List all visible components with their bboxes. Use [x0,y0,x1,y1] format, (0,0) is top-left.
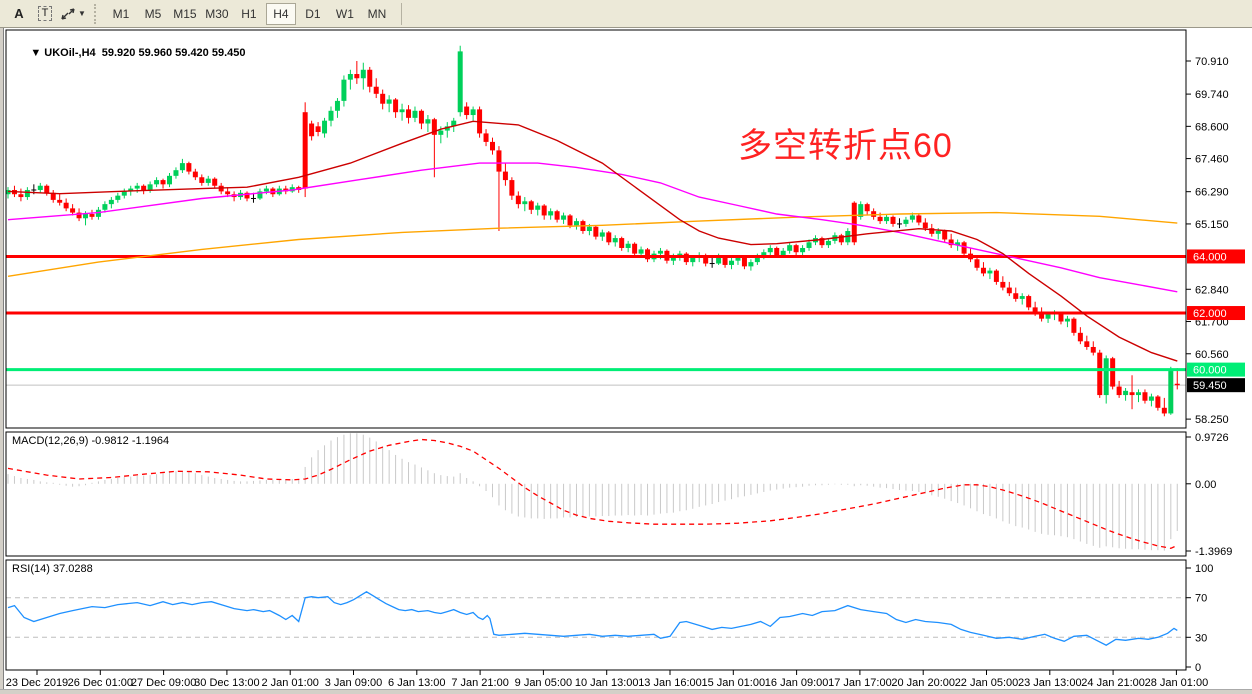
svg-text:30: 30 [1195,632,1207,644]
timeframe-button-M5[interactable]: M5 [144,6,162,21]
chart-window: 70.910 69.740 68.600 67.460 66.290 65.150 62.8… [0,28,1252,694]
axis-badge-60.000: 60.000 [1187,362,1245,377]
svg-text:0.00: 0.00 [1195,479,1216,491]
svg-text:23 Dec 2019: 23 Dec 2019 [6,677,68,689]
svg-text:-1.3969: -1.3969 [1195,546,1232,558]
svg-text:13 Jan 16:00: 13 Jan 16:00 [638,677,702,689]
toolbar-separator [400,2,402,25]
svg-text:7 Jan 21:00: 7 Jan 21:00 [451,677,509,689]
symbol-ohlc-text: UKOil-,H4 59.920 59.960 59.420 59.450 [44,47,246,59]
svg-text:70.910: 70.910 [1195,56,1229,68]
svg-text:58.250: 58.250 [1195,414,1229,426]
macd-pane [5,431,1187,557]
svg-text:0.9726: 0.9726 [1195,432,1229,444]
svg-text:3 Jan 09:00: 3 Jan 09:00 [325,677,383,689]
svg-text:9 Jan 05:00: 9 Jan 05:00 [515,677,573,689]
svg-text:69.740: 69.740 [1195,89,1229,101]
svg-text:16 Jan 09:00: 16 Jan 09:00 [765,677,829,689]
macd-indicator-label: MACD(12,26,9) -0.9812 -1.1964 [12,435,170,447]
macd-pane-border [5,431,1187,557]
ma-magenta [7,162,1178,293]
macd-signal-line [7,438,1178,549]
svg-text:70: 70 [1195,593,1207,605]
svg-text:22 Jan 05:00: 22 Jan 05:00 [955,677,1019,689]
svg-text:64.000: 64.000 [1193,251,1227,263]
price-axis: 70.910 69.740 68.600 67.460 66.290 65.150 62.8… [1186,56,1245,674]
rsi-line [7,591,1178,646]
cursor-mode-button[interactable]: ▼ [59,3,87,25]
timeframe-button-D1[interactable]: D1 [305,6,321,21]
toolbar-grip-handle[interactable] [93,3,99,24]
axis-badge-64.000: 64.000 [1187,249,1245,264]
svg-text:100: 100 [1195,563,1213,575]
timeframe-button-M30[interactable]: M30 [205,6,229,21]
ma-orange [7,211,1178,277]
axis-badge-current-price: 59.450 [1187,378,1245,393]
ma-red [7,120,1178,362]
svg-text:62.000: 62.000 [1193,308,1227,320]
timeframe-button-MN[interactable]: MN [367,6,387,21]
svg-text:24 Jan 21:00: 24 Jan 21:00 [1081,677,1145,689]
chart-annotation-text: 多空转折点60 [738,127,953,165]
text-tool-icon: T [37,6,53,21]
svg-text:67.460: 67.460 [1195,154,1229,166]
timeframe-button-M15[interactable]: M15 [173,6,197,21]
timeframe-button-M1[interactable]: M1 [112,6,130,21]
axis-badge-62.000: 62.000 [1187,306,1245,321]
svg-text:65.150: 65.150 [1195,219,1229,231]
window-left-edge [0,28,4,694]
timeframe-button-H1[interactable]: H1 [241,6,257,21]
svg-text:0: 0 [1195,662,1201,674]
rsi-indicator-label: RSI(14) 37.0288 [12,563,93,575]
svg-text:66.290: 66.290 [1195,187,1229,199]
pane-backgrounds [6,30,1186,670]
svg-text:15 Jan 01:00: 15 Jan 01:00 [701,677,765,689]
timeframe-button-group: M1 M5 M15 M30 H1 H4 D1 W1 MN [105,2,393,25]
svg-text:60.000: 60.000 [1193,365,1227,377]
svg-text:23 Jan 13:00: 23 Jan 13:00 [1018,677,1082,689]
svg-text:26 Dec 01:00: 26 Dec 01:00 [68,677,133,689]
svg-text:30 Dec 13:00: 30 Dec 13:00 [194,677,259,689]
text-tool-button[interactable]: T [33,3,57,25]
svg-text:68.600: 68.600 [1195,121,1229,133]
arrow-label-tool-button[interactable]: A [14,6,24,21]
main-pane-border [5,29,1187,429]
svg-text:2 Jan 01:00: 2 Jan 01:00 [261,677,319,689]
timeframe-button-W1[interactable]: W1 [335,6,354,21]
svg-text:62.840: 62.840 [1195,284,1229,296]
symbol-dropdown-icon[interactable]: ▼ [30,47,45,59]
svg-text:59.450: 59.450 [1193,380,1227,392]
svg-text:17 Jan 17:00: 17 Jan 17:00 [828,677,892,689]
mt4-toolbar: A T ▼ M1 M5 M15 M30 H1 H4 D1 W1 MN [0,0,1252,28]
timeframe-button-H4[interactable]: H4 [265,2,296,25]
diagonal-arrows-icon [61,7,75,20]
rsi-pane-bg [6,560,1186,670]
svg-text:60.560: 60.560 [1195,349,1229,361]
svg-text:20 Jan 20:00: 20 Jan 20:00 [891,677,955,689]
svg-text:6 Jan 13:00: 6 Jan 13:00 [388,677,446,689]
svg-text:10 Jan 13:00: 10 Jan 13:00 [575,677,639,689]
chart-canvas[interactable]: 70.910 69.740 68.600 67.460 66.290 65.150 62.8… [0,28,1252,694]
symbol-ohlc-label: ▼ UKOil-,H4 59.920 59.960 59.420 59.450 [12,35,246,71]
svg-text:27 Dec 09:00: 27 Dec 09:00 [131,677,196,689]
main-price-pane [5,29,1187,429]
horizontal-level-lines [6,254,1186,372]
chevron-down-icon: ▼ [78,9,86,18]
window-bottom-edge [0,689,1252,694]
svg-text:28 Jan 01:00: 28 Jan 01:00 [1145,677,1209,689]
